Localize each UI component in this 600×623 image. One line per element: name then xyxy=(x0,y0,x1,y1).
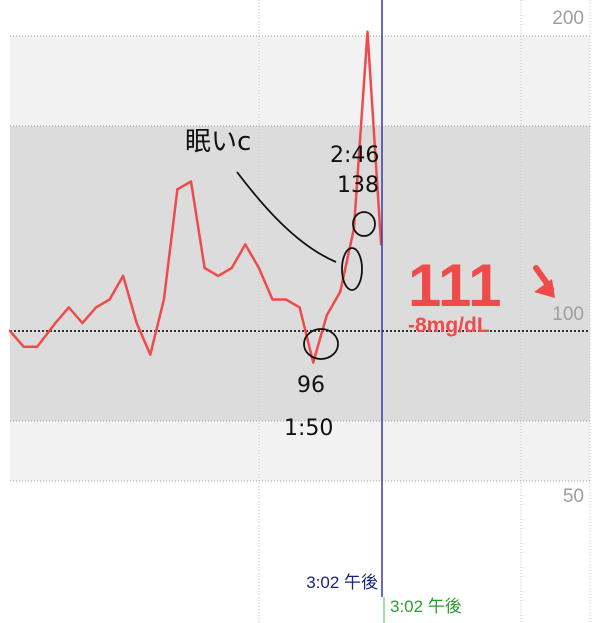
glucose-point-8 xyxy=(121,274,125,278)
glucose-point-7 xyxy=(108,298,111,301)
annotation-low-value: 96 xyxy=(297,373,325,398)
glucose-point-17 xyxy=(244,243,247,246)
glucose-point-5 xyxy=(81,321,84,325)
annotation-peak-value: 138 xyxy=(337,173,379,198)
glucose-point-23 xyxy=(325,314,328,317)
glucose-point-4 xyxy=(67,306,71,309)
glucose-point-3 xyxy=(54,321,57,325)
annotation-peak-time: 2:46 xyxy=(330,143,379,168)
glucose-point-12 xyxy=(176,188,179,191)
annotation-connector xyxy=(236,171,337,263)
glucose-point-13 xyxy=(189,180,193,183)
y-tick-label-200: 200 xyxy=(552,8,584,29)
target-range-band xyxy=(10,126,590,421)
glucose-point-19 xyxy=(271,298,274,301)
low-circle xyxy=(303,328,339,360)
current-glucose-value: 111 xyxy=(408,252,502,319)
glucose-point-21 xyxy=(298,306,301,309)
glucose-point-26 xyxy=(366,30,369,34)
glucose-point-11 xyxy=(162,298,166,301)
glucose-delta: -8mg/dL xyxy=(408,314,490,337)
annotation-sleep-note: 眠いc xyxy=(185,127,251,157)
glucose-point-6 xyxy=(94,306,98,309)
glucose-point-22 xyxy=(312,361,315,364)
glucose-point-2 xyxy=(36,345,39,348)
peak-circle xyxy=(352,211,376,237)
annotation-oval xyxy=(341,247,363,291)
annotation-low-time: 1:50 xyxy=(284,416,333,441)
glucose-point-20 xyxy=(284,298,288,301)
glucose-point-9 xyxy=(135,321,138,325)
glucose-point-15 xyxy=(217,274,220,278)
glucose-points xyxy=(8,30,383,364)
arrow-down-right-icon xyxy=(533,265,555,298)
y-tick-label-100: 100 xyxy=(552,304,584,325)
cursor-time-label: 3:02 午後 xyxy=(306,573,378,592)
glucose-point-14 xyxy=(203,266,206,270)
chart-bottom-area xyxy=(10,481,590,623)
glucose-point-1 xyxy=(22,345,25,348)
glucose-line-series xyxy=(8,30,383,364)
glucose-point-18 xyxy=(257,266,261,270)
glucose-point-24 xyxy=(339,290,342,293)
glucose-point-16 xyxy=(230,266,233,270)
y-tick-label-50: 50 xyxy=(563,486,584,507)
current-time-label: 3:02 午後 xyxy=(390,597,462,616)
glucose-point-10 xyxy=(149,353,152,356)
glucose-point-0 xyxy=(8,329,12,333)
